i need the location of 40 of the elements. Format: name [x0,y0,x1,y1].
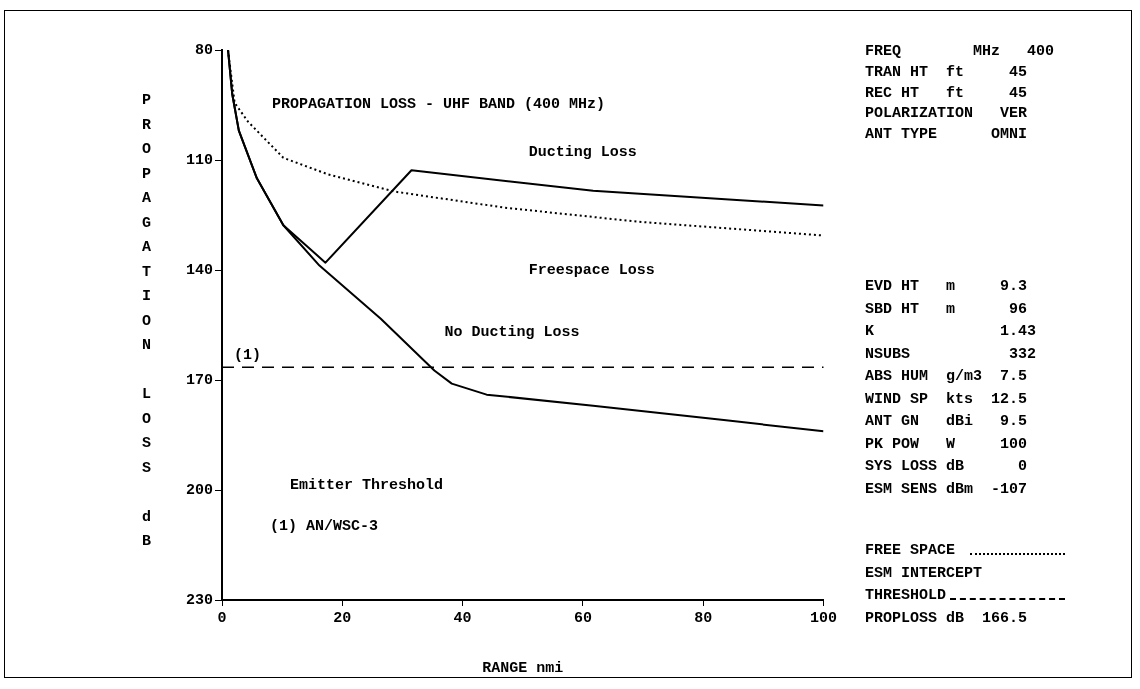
y-tick-label: 80 [194,41,213,59]
text: FREE SPACE [865,542,956,560]
y-tick-label: 140 [185,261,213,279]
text: EVD HT m 9.3 [865,278,1028,296]
y-tick-label: 170 [185,371,213,389]
y-axis-title: PROPAGATION LOSS dB [138,92,155,558]
text: SBD HT m 96 [865,300,1028,319]
text: PROPAGATION LOSS - UHF BAND (400 MHz) [272,95,606,113]
text: K 1.43 [865,323,1037,341]
x-tick-label: 20 [333,609,352,627]
text: REC HT ft 45 [865,84,1028,103]
series-label: No Ducting Loss [444,324,580,342]
text: POLARIZATION VER [865,105,1028,124]
text: THRESHOLD [865,587,947,606]
x-axis-title: RANGE nmi [482,659,564,677]
text: ABS HUM g/m3 7.5 [865,368,1028,386]
text: Freespace Loss [528,261,655,279]
x-tick-label: 100 [809,609,838,627]
x-tick-label: 0 [217,609,227,627]
text: ANT GN dBi 9.5 [865,413,1028,431]
text: PROPLOSS dB 166.5 [865,610,1028,629]
series-label: Ducting Loss [528,144,637,162]
text: ESM SENS dBm -107 [865,480,1028,499]
x-tick-label: 80 [694,609,713,627]
text: WIND SP kts 12.5 [865,390,1028,409]
x-tick-label: 60 [573,609,592,627]
text: ANT TYPE OMNI [865,126,1028,145]
text: FREQ MHz 400 [865,43,1055,61]
text: PK POW W 100 [865,435,1028,454]
annotation: (1) [234,347,262,365]
y-tick-label: 110 [185,151,213,169]
text: TRAN HT ft 45 [865,63,1028,82]
text: ESM INTERCEPT [865,564,983,583]
text: SYS LOSS dB 0 [865,458,1028,476]
y-tick-label: 200 [185,481,213,499]
annotation: Emitter Threshold [290,477,444,495]
y-tick-label: 230 [185,591,213,609]
annotation: (1) AN/WSC-3 [270,518,379,536]
x-tick-label: 40 [453,609,472,627]
text: NSUBS 332 [865,345,1037,364]
